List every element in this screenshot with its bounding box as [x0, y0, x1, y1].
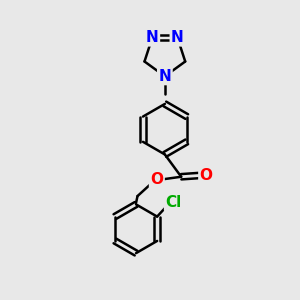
- Text: O: O: [150, 172, 163, 187]
- Text: N: N: [146, 30, 159, 45]
- Text: N: N: [171, 30, 184, 45]
- Text: Cl: Cl: [165, 195, 182, 210]
- Text: O: O: [200, 168, 213, 183]
- Text: N: N: [158, 69, 171, 84]
